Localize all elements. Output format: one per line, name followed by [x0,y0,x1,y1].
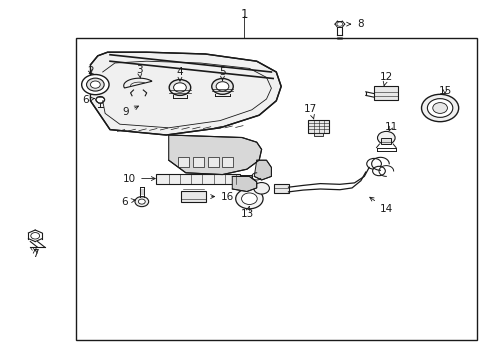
Circle shape [377,131,394,144]
Text: 5: 5 [219,67,225,80]
Text: 4: 4 [176,67,183,81]
Bar [273,184,288,193]
Bar [207,157,218,167]
Polygon shape [254,160,271,180]
Bar [76,38,476,340]
Bar [307,120,328,133]
Polygon shape [232,176,256,192]
Circle shape [432,103,447,113]
Polygon shape [123,78,152,88]
Bar [156,174,239,184]
Circle shape [366,158,381,169]
Bar [373,86,397,100]
Text: 14: 14 [369,197,392,214]
Polygon shape [90,52,281,135]
Text: 2: 2 [87,66,94,76]
Circle shape [336,22,342,26]
Circle shape [86,78,104,91]
Bar [181,191,206,202]
Circle shape [253,183,269,194]
Circle shape [421,94,458,122]
Circle shape [135,197,148,207]
Circle shape [241,193,257,204]
Circle shape [235,189,263,209]
Circle shape [81,75,109,95]
Text: 8: 8 [346,19,363,29]
Text: 9: 9 [122,106,138,117]
Bar [381,138,390,144]
Text: 3: 3 [136,65,142,78]
Circle shape [138,199,145,204]
Circle shape [427,99,452,117]
Circle shape [169,80,190,95]
Text: 15: 15 [437,86,451,96]
Circle shape [90,81,100,88]
Circle shape [211,78,233,94]
Bar [193,157,203,167]
Circle shape [216,82,228,91]
Circle shape [31,233,40,239]
Bar [178,157,189,167]
Text: 6: 6 [82,95,94,105]
Circle shape [372,166,385,176]
Bar [239,175,251,182]
Text: 10: 10 [123,174,155,184]
Text: 6: 6 [121,197,135,207]
Text: 17: 17 [303,104,317,119]
Text: 16: 16 [210,192,234,202]
Text: 11: 11 [384,122,397,132]
Circle shape [173,83,186,92]
Circle shape [96,96,104,103]
Bar [222,157,233,167]
Text: 7: 7 [32,249,39,259]
Text: 1: 1 [240,8,248,21]
Text: 12: 12 [379,72,392,86]
Polygon shape [168,135,261,175]
Bar [313,133,322,136]
Text: 13: 13 [240,206,253,219]
